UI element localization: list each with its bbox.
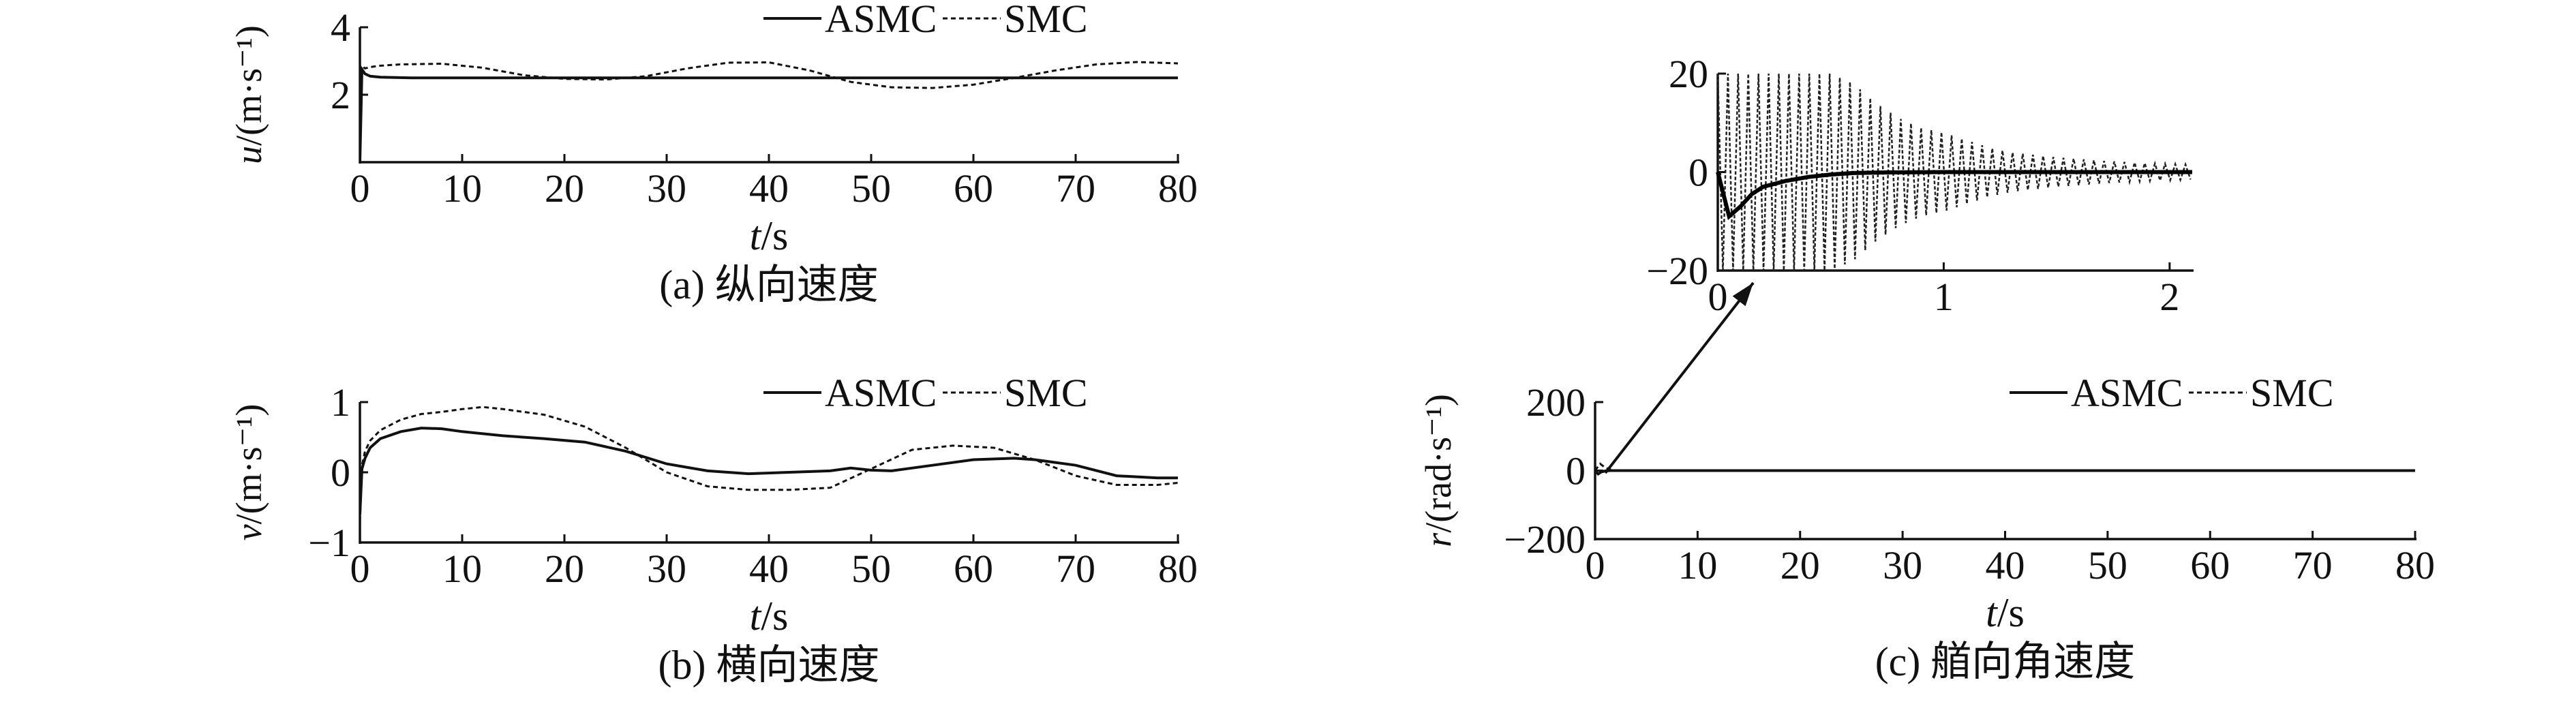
y-axis-title: u/(m·s⁻¹) [228,25,269,164]
y-tick-label: −1 [308,521,350,565]
inset-x-tick-label: 1 [1934,275,1954,319]
panel-a-longitudinal-velocity: 0 10 20 30 40 50 60 70 80 2 4 t/s u/(m·s⁻¹) (a) 纵向速度 A… [228,0,1198,307]
panel-caption: (b) 横向速度 [658,643,880,688]
x-tick-label: 30 [647,166,686,211]
x-axis-title: t/s [750,594,789,639]
y-axis-variable: u [228,146,269,164]
x-tick-label: 10 [442,547,482,591]
x-axis-variable: t [750,213,762,258]
zoom-arrow-line [1604,281,1755,474]
x-tick-label: 40 [1986,543,2025,587]
x-tick-label: 0 [350,166,370,211]
x-tick-label: 60 [2190,543,2230,587]
legend-label-smc: SMC [2250,371,2334,415]
x-axis-unit: /s [1997,590,2025,635]
inset-x-tick-label: 2 [2160,275,2179,319]
legend-label-asmc: ASMC [2071,371,2183,415]
x-tick-label: 80 [1158,166,1198,211]
x-tick-label: 80 [2395,543,2435,587]
series-smc-line [360,405,1179,522]
inset-y-tick-label: 0 [1688,151,1708,195]
y-tick-label: 0 [1566,449,1586,493]
x-tick-label: 40 [749,547,789,591]
x-tick-label: 50 [851,547,891,591]
x-axis-unit: /s [761,594,788,639]
inset-y-tick-label: 20 [1669,52,1708,96]
x-axis-unit: /s [761,213,788,258]
x-tick-label: 30 [647,547,686,591]
x-tick-label: 20 [1781,543,1820,587]
x-tick-label: 70 [1056,547,1095,591]
y-tick-label: 1 [331,380,350,425]
x-tick-label: 10 [442,166,482,211]
y-axis-unit: /(m·s⁻¹) [228,404,269,525]
series-asmc-line [1595,469,2415,476]
legend-label-smc: SMC [1004,0,1088,41]
y-tick-label: 200 [1526,380,1586,425]
panel-c-yaw-rate: 0 10 20 30 40 50 60 70 80−2000200t/sr/(rad·s⁻¹)(… [1418,371,2435,684]
x-tick-label: 80 [1158,547,1198,591]
legend-label-smc: SMC [1004,371,1088,415]
series-asmc-line [360,427,1178,515]
x-axis-title: t/s [750,213,789,258]
zoom-arrow [1604,281,1755,474]
y-tick-label: 0 [331,450,350,495]
x-tick-label: 70 [1056,166,1095,211]
x-tick-label: 20 [545,166,584,211]
inset-y-tick-label: −20 [1646,249,1708,293]
panel-caption: (a) 纵向速度 [659,262,879,307]
panel-caption: (c) 艏向角速度 [1875,639,2136,684]
legend-label-asmc: ASMC [825,371,937,415]
x-tick-label: 0 [350,547,370,591]
y-tick-label: 4 [331,5,350,50]
zoom-arrow-head [1732,283,1753,307]
y-axis-title: r/(rad·s⁻¹) [1418,394,1459,547]
inset-x-tick-label: 0 [1708,275,1728,319]
y-axis-unit: /(m·s⁻¹) [228,25,269,146]
y-axis-unit: /(rad·s⁻¹) [1418,394,1459,533]
x-tick-label: 10 [1678,543,1717,587]
y-axis-title: v/(m·s⁻¹) [228,404,269,541]
x-tick-label: 0 [1586,543,1605,587]
x-tick-label: 70 [2293,543,2333,587]
x-tick-label: 20 [545,547,584,591]
y-axis-variable: v [228,524,269,540]
series-asmc-line [360,65,1178,163]
x-tick-label: 50 [2088,543,2127,587]
inset-series-asmc-line [1716,170,2192,220]
x-axis-variable: t [1986,590,1998,635]
y-tick-label: −200 [1504,517,1586,562]
x-tick-label: 60 [954,166,993,211]
x-tick-label: 40 [749,166,789,211]
x-tick-label: 30 [1883,543,1922,587]
x-tick-label: 50 [851,166,891,211]
legend-label-asmc: ASMC [825,0,937,41]
y-axis-variable: r [1418,532,1459,547]
x-axis-variable: t [750,594,762,639]
y-tick-label: 2 [331,73,350,117]
x-axis-title: t/s [1986,590,2025,635]
x-tick-label: 60 [954,547,993,591]
